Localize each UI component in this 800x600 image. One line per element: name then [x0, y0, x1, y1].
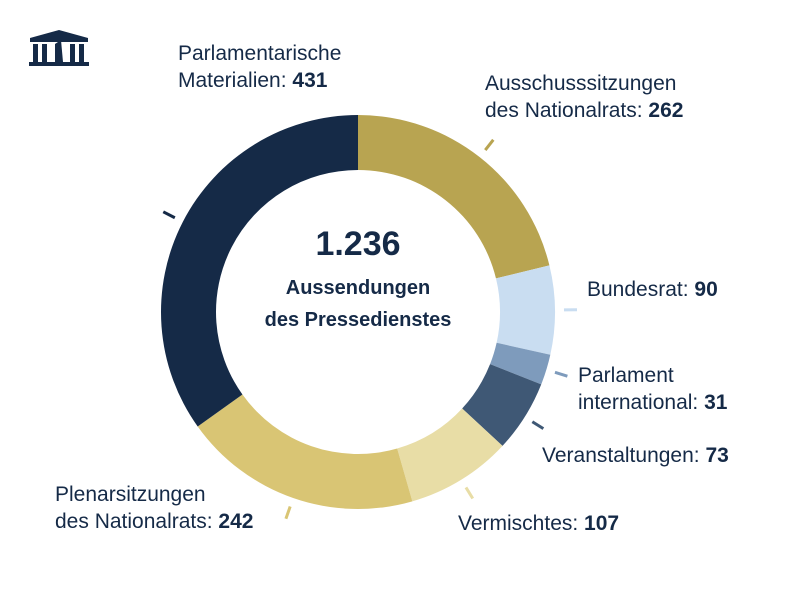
label-parlamentarische-materialien: Parlamentarische Materialien: 431 — [178, 42, 342, 92]
slice-2 — [490, 342, 551, 385]
leader-line-3 — [531, 420, 545, 430]
parliament-building-logo-icon — [29, 30, 89, 66]
slice-1 — [495, 265, 555, 355]
center-label: Aussendungen des Pressedienstes — [264, 277, 452, 331]
slice-4 — [397, 408, 503, 502]
leader-line-5 — [284, 506, 292, 520]
leader-line-4 — [464, 486, 475, 500]
label-parlament-international: Parlament international: 31 — [578, 364, 728, 414]
slice-3 — [462, 364, 542, 446]
label-bundesrat: Bundesrat: 90 — [587, 278, 718, 301]
slice-6 — [161, 115, 358, 427]
leader-line-2 — [554, 370, 568, 378]
leader-line-6 — [162, 210, 176, 220]
center-total: 1.236 — [315, 225, 401, 263]
slice-5 — [197, 394, 413, 509]
label-plenarsitzungen: Plenarsitzungen des Nationalrats: 242 — [55, 483, 254, 533]
slice-0 — [358, 115, 550, 279]
leader-line-0 — [484, 138, 495, 151]
label-vermischtes: Vermischtes: 107 — [458, 512, 620, 535]
label-ausschusssitzungen: Ausschusssitzungen des Nationalrats: 262 — [485, 72, 684, 122]
label-veranstaltungen: Veranstaltungen: 73 — [542, 444, 729, 467]
